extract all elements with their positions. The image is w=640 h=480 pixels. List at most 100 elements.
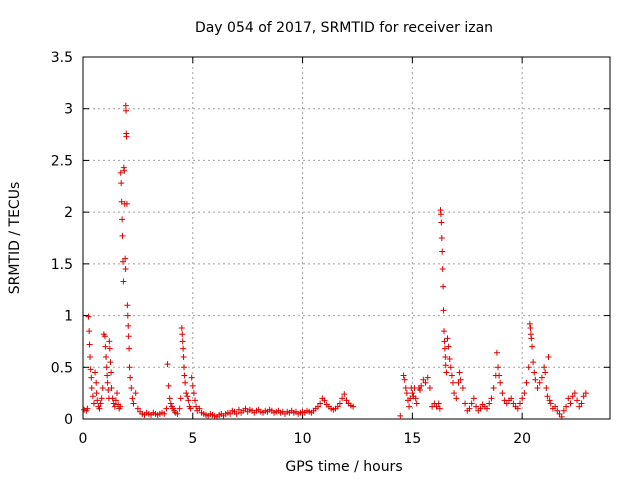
data-point	[545, 353, 552, 360]
data-point	[493, 349, 500, 356]
data-point	[541, 364, 548, 371]
data-point	[178, 324, 185, 331]
data-point	[574, 397, 581, 404]
data-point	[90, 400, 97, 407]
data-point	[439, 248, 446, 255]
data-point	[112, 397, 119, 404]
data-point	[317, 400, 324, 407]
data-point	[117, 169, 124, 176]
data-point	[397, 412, 404, 419]
data-point	[124, 302, 131, 309]
data-point	[443, 369, 450, 376]
data-point	[106, 338, 113, 345]
data-point	[119, 216, 126, 223]
data-point	[413, 400, 420, 407]
data-point	[179, 338, 186, 345]
data-point	[542, 369, 549, 376]
data-point	[468, 400, 475, 407]
data-point	[514, 405, 521, 412]
data-point	[525, 364, 532, 371]
data-point	[412, 395, 419, 402]
data-point	[436, 405, 443, 412]
data-point	[466, 405, 473, 412]
data-point	[93, 390, 100, 397]
data-point	[529, 343, 536, 350]
data-point	[406, 403, 413, 410]
data-point	[98, 395, 105, 402]
data-point	[193, 403, 200, 410]
data-point	[242, 405, 249, 412]
data-point	[161, 410, 168, 417]
data-point	[117, 403, 124, 410]
data-point	[456, 369, 463, 376]
data-point	[125, 333, 132, 340]
data-point	[407, 395, 414, 402]
data-point	[114, 390, 121, 397]
data-point	[543, 384, 550, 391]
data-point	[118, 198, 125, 205]
data-point	[108, 384, 115, 391]
data-point	[187, 405, 194, 412]
data-point	[120, 278, 127, 285]
data-point	[233, 410, 240, 417]
data-point	[104, 372, 111, 379]
y-tick-label: 1	[64, 309, 73, 325]
data-point	[123, 200, 130, 207]
data-point	[182, 379, 189, 386]
data-point	[422, 379, 429, 386]
data-point	[546, 397, 553, 404]
data-point	[569, 393, 576, 400]
data-point	[88, 384, 95, 391]
data-point	[165, 382, 172, 389]
data-point	[130, 400, 137, 407]
data-point	[180, 353, 187, 360]
y-tick-label: 2.5	[51, 153, 73, 169]
data-point	[99, 384, 106, 391]
data-point	[88, 374, 95, 381]
data-point	[486, 400, 493, 407]
plot-frame	[82, 56, 611, 420]
data-point	[102, 343, 109, 350]
data-point	[181, 372, 188, 379]
data-point	[109, 395, 116, 402]
x-tick-label: 5	[188, 431, 197, 447]
data-point	[123, 107, 130, 114]
data-point	[437, 211, 444, 218]
data-point	[89, 393, 96, 400]
y-tick-label: 2	[64, 205, 73, 221]
data-point	[103, 364, 110, 371]
data-point	[532, 376, 539, 383]
data-point	[420, 376, 427, 383]
y-tick-label: 0	[64, 412, 73, 428]
data-point	[105, 387, 112, 394]
data-point	[484, 405, 491, 412]
chart-title: Day 054 of 2017, SRMTID for receiver iza…	[195, 20, 493, 36]
data-point	[470, 395, 477, 402]
data-point	[538, 374, 545, 381]
data-point	[86, 341, 93, 348]
data-point	[84, 405, 91, 412]
data-point	[163, 405, 170, 412]
data-point	[189, 382, 196, 389]
data-point	[571, 390, 578, 397]
data-point	[499, 390, 506, 397]
data-point	[440, 328, 447, 335]
data-point	[401, 376, 408, 383]
data-point	[440, 307, 447, 314]
data-point	[417, 387, 424, 394]
data-point	[438, 235, 445, 241]
data-point	[104, 379, 111, 386]
data-point	[123, 133, 130, 140]
data-point	[490, 384, 497, 391]
data-point	[530, 359, 537, 366]
data-point	[447, 364, 454, 371]
data-point	[177, 395, 184, 402]
data-point	[488, 395, 495, 402]
data-point	[119, 232, 126, 239]
data-point	[314, 403, 321, 410]
data-point	[126, 364, 133, 371]
data-point	[444, 335, 451, 342]
data-point	[544, 393, 551, 400]
data-point	[526, 320, 533, 327]
